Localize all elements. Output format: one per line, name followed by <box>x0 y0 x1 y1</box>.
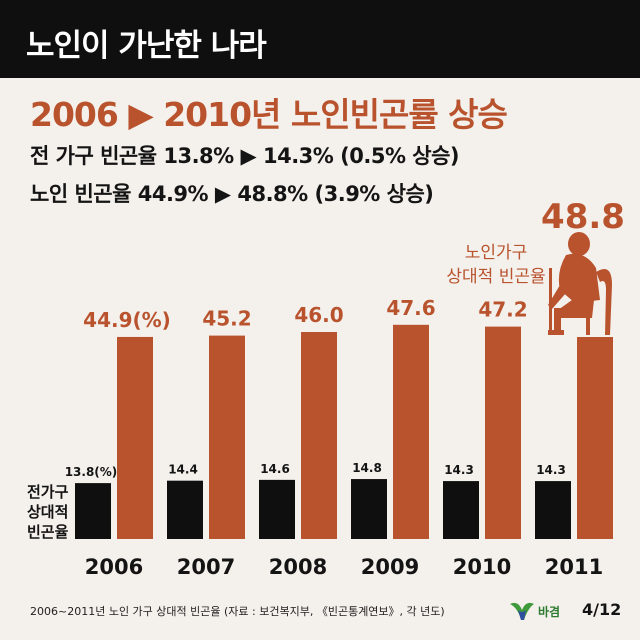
x-tick-label: 2007 <box>177 555 235 579</box>
page-number: 4/12 <box>582 600 622 619</box>
x-tick-label: 2006 <box>85 555 143 579</box>
svg-text:바겸: 바겸 <box>538 604 560 619</box>
data-label-all-households: 14.6 <box>260 462 290 476</box>
bar-all-households <box>535 481 571 539</box>
bar-elderly <box>117 336 153 539</box>
data-label-elderly: 47.2 <box>478 298 527 322</box>
page-title: 노인이 가난한 나라 <box>26 28 267 64</box>
bar-elderly <box>393 324 429 539</box>
data-label-elderly: 46.0 <box>294 303 343 327</box>
data-label-elderly: 48.8 <box>541 197 625 237</box>
bar-all-households <box>351 479 387 539</box>
data-label-elderly: 47.6 <box>386 296 435 320</box>
annotation-elderly-label: 상대적 빈곤율 <box>446 267 545 287</box>
data-label-elderly: 44.9(%) <box>83 308 171 332</box>
source-note: 2006~2011년 노인 가구 상대적 빈곤율 (자료 : 보건복지부, 《빈… <box>30 605 445 618</box>
data-label-all-households: 14.8 <box>352 461 382 475</box>
bar-elderly <box>209 335 245 539</box>
bar-all-households <box>259 479 295 539</box>
data-label-all-households: 14.3 <box>536 463 566 477</box>
title-bar: 노인이 가난한 나라 <box>0 0 640 78</box>
subtitle-all-households: 전 가구 빈곤율 13.8% ▶ 14.3% (0.5% 상승) <box>30 144 460 168</box>
elderly-person-icon <box>548 232 612 335</box>
data-label-all-households: 14.4 <box>168 463 198 477</box>
x-tick-label: 2009 <box>361 555 419 579</box>
annotation-elderly-label: 노인가구 <box>465 243 528 263</box>
data-label-all-households: 13.8(%) <box>65 465 118 479</box>
x-tick-label: 2010 <box>453 555 511 579</box>
legend-all-households: 전가구 <box>27 483 69 501</box>
bar-elderly <box>301 332 337 539</box>
data-label-all-households: 14.3 <box>444 463 474 477</box>
headline: 2006 ▶ 2010년 노인빈곤률 상승 <box>30 95 508 134</box>
bar-all-households <box>75 483 111 539</box>
x-tick-label: 2011 <box>545 555 603 579</box>
subtitle-elderly: 노인 빈곤율 44.9% ▶ 48.8% (3.9% 상승) <box>30 182 434 206</box>
bar-all-households <box>167 480 203 539</box>
x-tick-label: 2008 <box>269 555 327 579</box>
publisher-logo: 바겸 <box>510 602 560 620</box>
bar-elderly <box>577 337 613 539</box>
legend-all-households: 상대적 <box>27 503 68 521</box>
bar-elderly <box>485 326 521 539</box>
legend-all-households: 빈곤율 <box>27 523 69 541</box>
bar-all-households <box>443 481 479 539</box>
data-label-elderly: 45.2 <box>202 307 251 331</box>
